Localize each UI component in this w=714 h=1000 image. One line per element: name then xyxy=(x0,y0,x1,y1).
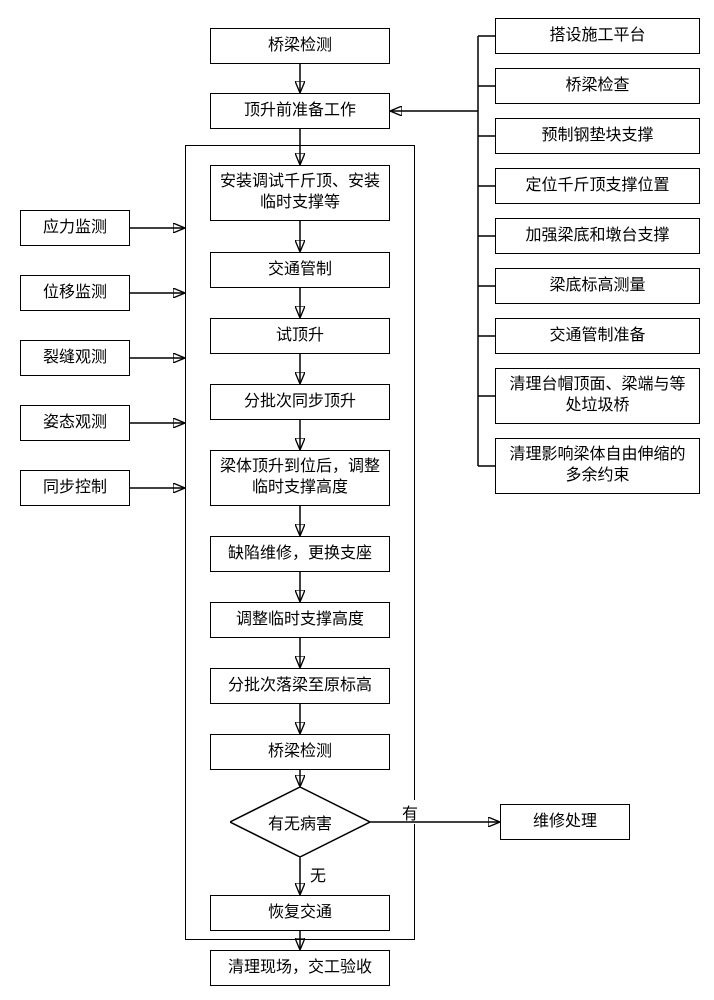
node-c3: 交通管制 xyxy=(210,252,390,288)
node-l3: 姿态观测 xyxy=(20,405,130,441)
node-repair: 维修处理 xyxy=(500,804,630,840)
node-p4: 加强梁底和墩台支撑 xyxy=(495,218,700,254)
node-label: 梁底标高测量 xyxy=(549,276,645,297)
node-p1: 桥梁检查 xyxy=(495,68,700,104)
node-p5: 梁底标高测量 xyxy=(495,268,700,304)
node-label: 分批次落梁至原标高 xyxy=(228,676,372,697)
decision-node: 有无病害 xyxy=(230,787,370,857)
node-label: 维修处理 xyxy=(533,812,597,833)
node-label: 搭设施工平台 xyxy=(549,26,645,47)
decision-label: 有无病害 xyxy=(268,810,332,834)
node-label: 交通管制 xyxy=(268,260,332,281)
node-label: 应力监测 xyxy=(43,218,107,239)
node-label: 缺陷维修，更换支座 xyxy=(228,544,372,565)
node-label: 清理现场，交工验收 xyxy=(228,958,372,979)
node-c2: 安装调试千斤顶、安装临时支撑等 xyxy=(210,165,390,221)
node-c5: 分批次同步顶升 xyxy=(210,384,390,420)
node-c1: 顶升前准备工作 xyxy=(210,93,390,129)
node-label: 预制钢垫块支撑 xyxy=(541,126,653,147)
node-p0: 搭设施工平台 xyxy=(495,18,700,54)
node-c8: 调整临时支撑高度 xyxy=(210,602,390,638)
node-label: 顶升前准备工作 xyxy=(244,101,356,122)
node-label: 姿态观测 xyxy=(43,413,107,434)
node-label: 恢复交通 xyxy=(268,903,332,924)
node-c4: 试顶升 xyxy=(210,318,390,354)
node-label: 梁体顶升到位后，调整临时支撑高度 xyxy=(217,457,383,499)
node-c0: 桥梁检测 xyxy=(210,28,390,64)
node-label: 桥梁检测 xyxy=(268,742,332,763)
node-l2: 裂缝观测 xyxy=(20,340,130,376)
edge-label-yes: 有 xyxy=(400,800,420,824)
node-label: 调整临时支撑高度 xyxy=(236,610,364,631)
node-label: 桥梁检查 xyxy=(565,76,629,97)
node-p3: 定位千斤顶支撑位置 xyxy=(495,168,700,204)
node-label: 同步控制 xyxy=(43,478,107,499)
node-c6: 梁体顶升到位后，调整临时支撑高度 xyxy=(210,450,390,506)
node-label: 安装调试千斤顶、安装临时支撑等 xyxy=(217,172,383,214)
node-l4: 同步控制 xyxy=(20,470,130,506)
node-label: 桥梁检测 xyxy=(268,36,332,57)
node-p7: 清理台帽顶面、梁端与等处垃圾桥 xyxy=(495,368,700,424)
node-label: 定位千斤顶支撑位置 xyxy=(525,176,669,197)
node-label: 加强梁底和墩台支撑 xyxy=(525,226,669,247)
node-c11: 恢复交通 xyxy=(210,895,390,931)
node-p2: 预制钢垫块支撑 xyxy=(495,118,700,154)
edge-label-no: 无 xyxy=(308,862,328,886)
node-label: 裂缝观测 xyxy=(43,348,107,369)
node-c10: 桥梁检测 xyxy=(210,734,390,770)
node-l1: 位移监测 xyxy=(20,275,130,311)
node-p8: 清理影响梁体自由伸缩的多余约束 xyxy=(495,438,700,494)
node-l0: 应力监测 xyxy=(20,210,130,246)
node-label: 位移监测 xyxy=(43,283,107,304)
node-label: 试顶升 xyxy=(276,326,324,347)
node-c7: 缺陷维修，更换支座 xyxy=(210,536,390,572)
node-label: 清理影响梁体自由伸缩的多余约束 xyxy=(502,445,693,487)
node-label: 交通管制准备 xyxy=(549,326,645,347)
node-label: 分批次同步顶升 xyxy=(244,392,356,413)
node-c9: 分批次落梁至原标高 xyxy=(210,668,390,704)
node-label: 清理台帽顶面、梁端与等处垃圾桥 xyxy=(502,375,693,417)
node-c12: 清理现场，交工验收 xyxy=(210,950,390,986)
node-p6: 交通管制准备 xyxy=(495,318,700,354)
